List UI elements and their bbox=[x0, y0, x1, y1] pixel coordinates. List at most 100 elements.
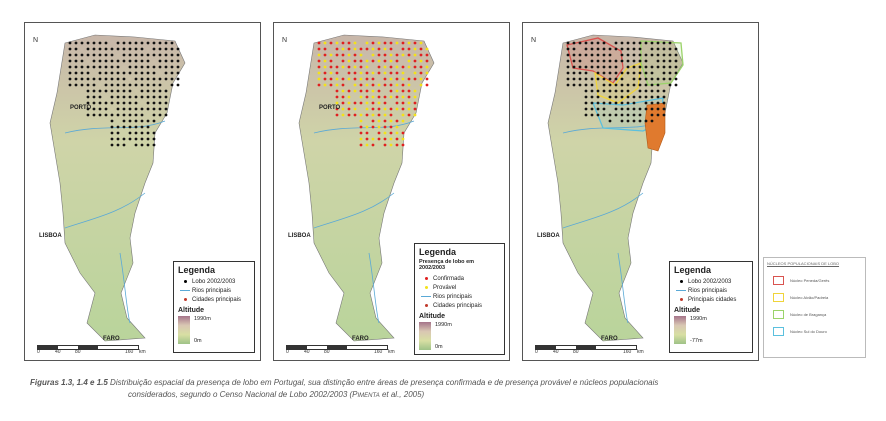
presence-dot bbox=[584, 53, 588, 57]
presence-dot bbox=[134, 41, 138, 45]
presence-dot bbox=[566, 41, 570, 45]
presence-dot bbox=[98, 71, 102, 75]
presence-dot bbox=[383, 101, 387, 105]
presence-dot bbox=[371, 89, 375, 93]
presence-dot bbox=[566, 83, 570, 87]
presence-dot bbox=[86, 89, 90, 93]
presence-dot bbox=[389, 95, 393, 99]
presence-dot bbox=[323, 65, 327, 69]
presence-dot bbox=[122, 59, 126, 63]
presence-dot bbox=[152, 53, 156, 57]
presence-dot bbox=[626, 59, 630, 63]
presence-dot bbox=[644, 119, 648, 123]
presence-dot bbox=[383, 119, 387, 123]
presence-dot bbox=[572, 83, 576, 87]
presence-dot bbox=[377, 101, 381, 105]
presence-dot bbox=[626, 53, 630, 57]
presence-dot bbox=[122, 71, 126, 75]
presence-dot bbox=[632, 83, 636, 87]
presence-dot bbox=[110, 53, 114, 57]
presence-dot bbox=[395, 143, 399, 147]
presence-dot bbox=[596, 113, 600, 117]
presence-dot bbox=[383, 125, 387, 129]
presence-dot bbox=[98, 107, 102, 111]
presence-dot bbox=[152, 77, 156, 81]
presence-dot bbox=[377, 107, 381, 111]
presence-dot bbox=[158, 59, 162, 63]
presence-dot bbox=[122, 89, 126, 93]
presence-dot bbox=[104, 65, 108, 69]
presence-dot bbox=[122, 53, 126, 57]
presence-dot bbox=[341, 53, 345, 57]
presence-dot bbox=[317, 59, 321, 63]
presence-dot bbox=[419, 83, 423, 87]
presence-dot bbox=[590, 65, 594, 69]
presence-dot bbox=[602, 107, 606, 111]
presence-dot bbox=[359, 47, 363, 51]
presence-dot bbox=[140, 77, 144, 81]
presence-dot bbox=[359, 89, 363, 93]
wolf-presence-dots bbox=[317, 41, 429, 147]
scale-bar: 0 40 80 160 km bbox=[535, 345, 645, 355]
presence-dot bbox=[110, 47, 114, 51]
presence-dot bbox=[389, 125, 393, 129]
presence-dot bbox=[104, 107, 108, 111]
presence-dot bbox=[158, 95, 162, 99]
presence-dot bbox=[668, 77, 672, 81]
presence-dot bbox=[164, 101, 168, 105]
legend-line-symbol bbox=[180, 290, 190, 291]
north-arrow: N bbox=[282, 37, 288, 44]
presence-dot bbox=[110, 143, 114, 147]
presence-dot bbox=[401, 53, 405, 57]
nucleos-item-label: Núcleo Sul do Douro bbox=[790, 329, 827, 334]
presence-dot bbox=[68, 71, 72, 75]
presence-dot bbox=[134, 83, 138, 87]
altitude-ramp bbox=[419, 322, 431, 350]
presence-dot bbox=[650, 107, 654, 111]
presence-dot bbox=[68, 59, 72, 63]
presence-dot bbox=[644, 41, 648, 45]
presence-dot bbox=[584, 77, 588, 81]
presence-dot bbox=[590, 53, 594, 57]
presence-dot bbox=[80, 41, 84, 45]
presence-dot bbox=[104, 113, 108, 117]
map-panel-3: N LISBOA FARO 0 40 80 160 km Legenda Lob… bbox=[522, 22, 759, 361]
presence-dot bbox=[632, 65, 636, 69]
presence-dot bbox=[674, 83, 678, 87]
presence-dot bbox=[164, 113, 168, 117]
presence-dot bbox=[146, 59, 150, 63]
presence-dot bbox=[425, 65, 429, 69]
nucleos-title: NÚCLEOS POPULACIONAIS DE LOBO bbox=[767, 261, 840, 266]
presence-dot bbox=[80, 83, 84, 87]
presence-dot bbox=[98, 95, 102, 99]
presence-dot bbox=[389, 59, 393, 63]
presence-dot bbox=[584, 113, 588, 117]
presence-dot bbox=[389, 47, 393, 51]
presence-dot bbox=[104, 53, 108, 57]
presence-dot bbox=[626, 89, 630, 93]
presence-dot bbox=[371, 107, 375, 111]
presence-dot bbox=[371, 113, 375, 117]
presence-dot bbox=[365, 137, 369, 141]
presence-dot bbox=[140, 119, 144, 123]
presence-dot bbox=[425, 47, 429, 51]
presence-dot bbox=[68, 77, 72, 81]
presence-dot bbox=[335, 95, 339, 99]
presence-dot bbox=[401, 47, 405, 51]
presence-dot bbox=[164, 95, 168, 99]
presence-dot bbox=[650, 53, 654, 57]
presence-dot bbox=[341, 83, 345, 87]
altitude-ramp bbox=[178, 316, 190, 344]
presence-dot bbox=[86, 101, 90, 105]
presence-dot bbox=[383, 113, 387, 117]
presence-dot bbox=[347, 95, 351, 99]
presence-dot bbox=[92, 53, 96, 57]
presence-dot bbox=[572, 71, 576, 75]
presence-dot bbox=[590, 47, 594, 51]
presence-dot bbox=[371, 47, 375, 51]
presence-dot bbox=[566, 47, 570, 51]
presence-dot bbox=[158, 77, 162, 81]
presence-dot bbox=[407, 89, 411, 93]
presence-dot bbox=[365, 107, 369, 111]
legend-item-label: Rios principais bbox=[433, 293, 473, 300]
